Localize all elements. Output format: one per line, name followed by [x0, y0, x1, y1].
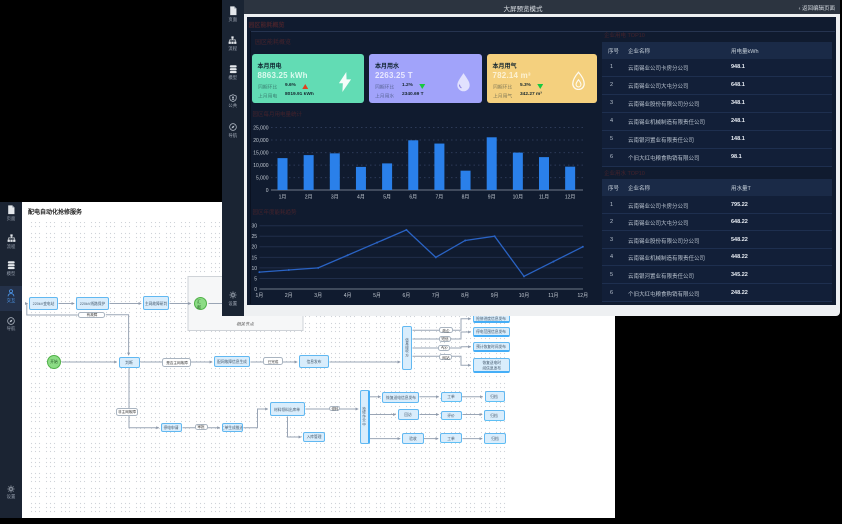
svg-text:0: 0 — [254, 286, 257, 292]
svg-text:12月: 12月 — [577, 292, 588, 298]
svg-text:6月: 6月 — [402, 292, 410, 298]
svg-text:4月: 4月 — [357, 195, 365, 201]
svg-text:2月: 2月 — [284, 292, 292, 298]
svg-text:1月: 1月 — [255, 292, 263, 298]
svg-text:9月: 9月 — [487, 195, 495, 201]
svg-text:7月: 7月 — [435, 195, 443, 201]
svg-text:2月: 2月 — [304, 195, 312, 201]
svg-text:15: 15 — [251, 255, 257, 261]
svg-text:9月: 9月 — [490, 292, 498, 298]
svg-text:30: 30 — [251, 223, 257, 229]
svg-text:3月: 3月 — [314, 292, 322, 298]
svg-text:11月: 11月 — [548, 292, 558, 298]
svg-text:25,000: 25,000 — [253, 125, 269, 131]
svg-text:20,000: 20,000 — [253, 138, 269, 144]
svg-text:3月: 3月 — [330, 195, 338, 201]
svg-text:0: 0 — [265, 188, 268, 194]
svg-text:10月: 10月 — [518, 292, 529, 298]
svg-text:8月: 8月 — [461, 292, 469, 298]
svg-text:25: 25 — [251, 234, 257, 240]
svg-text:5月: 5月 — [373, 292, 381, 298]
svg-text:10,000: 10,000 — [253, 163, 269, 169]
svg-text:5月: 5月 — [383, 195, 391, 201]
svg-text:7月: 7月 — [431, 292, 439, 298]
svg-text:4月: 4月 — [343, 292, 351, 298]
svg-text:8月: 8月 — [461, 195, 469, 201]
svg-text:15,000: 15,000 — [253, 151, 269, 157]
svg-text:5: 5 — [254, 276, 257, 282]
svg-text:10月: 10月 — [512, 195, 523, 201]
svg-text:12月: 12月 — [564, 195, 575, 201]
svg-text:11月: 11月 — [538, 195, 548, 201]
svg-text:10: 10 — [251, 265, 257, 271]
svg-text:20: 20 — [251, 244, 257, 250]
svg-text:6月: 6月 — [409, 195, 417, 201]
svg-text:5,000: 5,000 — [255, 176, 268, 182]
svg-text:1月: 1月 — [278, 195, 286, 201]
